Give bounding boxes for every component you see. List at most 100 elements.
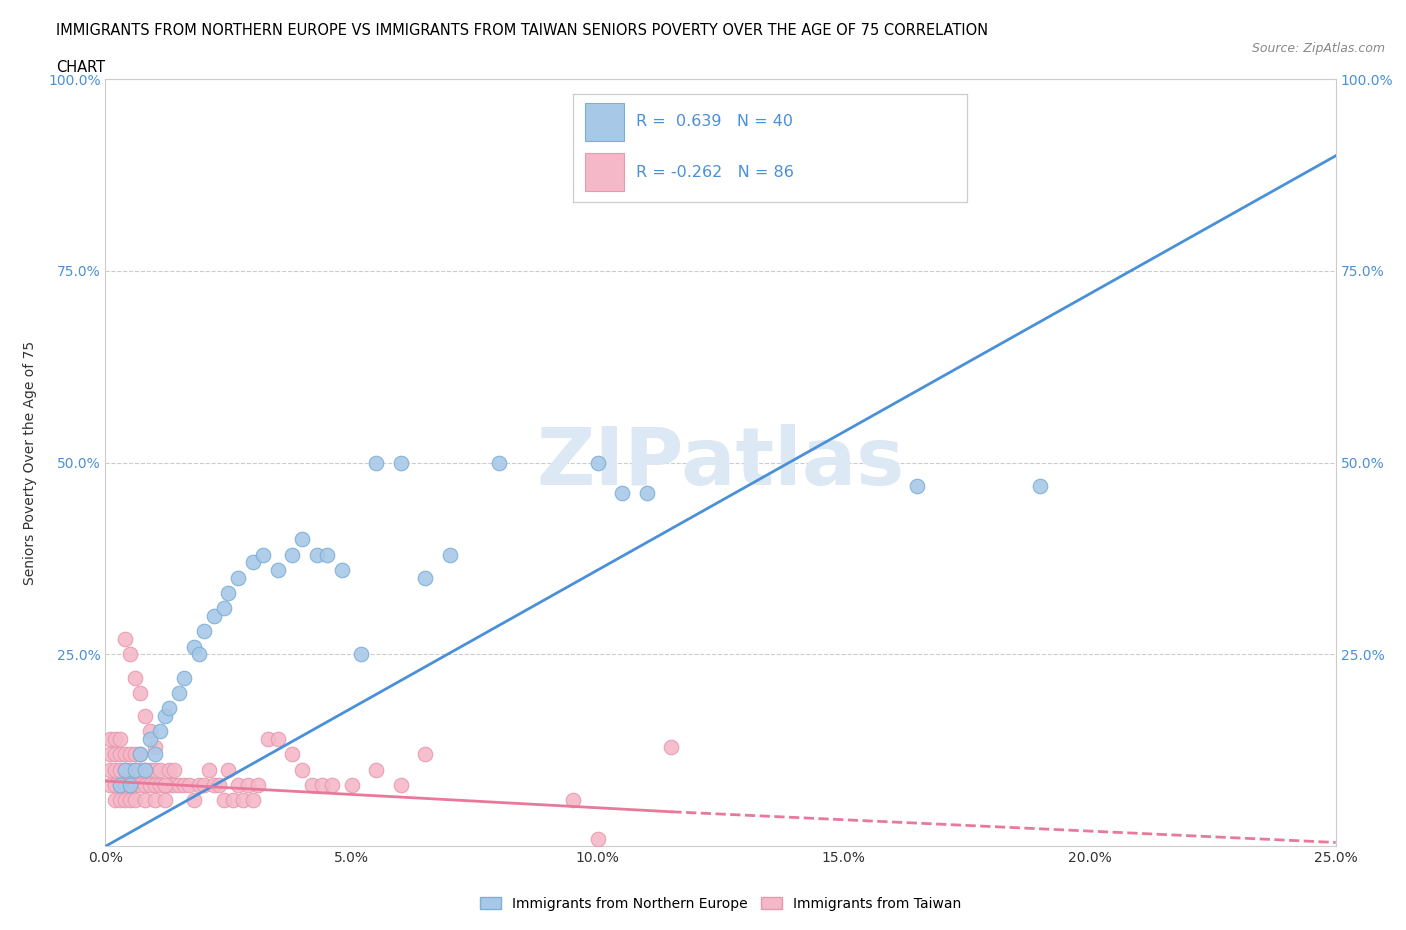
Point: [143, 747, 166, 762]
Point: [340, 777, 363, 792]
Point: [586, 456, 609, 471]
Point: [247, 777, 270, 792]
Point: [907, 478, 929, 493]
Y-axis label: Seniors Poverty Over the Age of 75: Seniors Poverty Over the Age of 75: [22, 340, 37, 585]
Point: [143, 777, 166, 792]
Point: [153, 777, 176, 792]
Point: [311, 777, 333, 792]
Point: [197, 763, 221, 777]
Point: [173, 671, 195, 685]
Point: [366, 456, 388, 471]
Point: [415, 747, 437, 762]
Point: [212, 601, 235, 616]
Point: [98, 731, 122, 746]
Point: [315, 547, 337, 562]
Point: [610, 486, 633, 501]
Point: [110, 731, 132, 746]
Point: [208, 777, 231, 792]
Point: [104, 792, 127, 807]
Point: [104, 763, 127, 777]
Point: [124, 777, 146, 792]
Point: [104, 731, 127, 746]
Point: [129, 685, 152, 700]
Point: [110, 792, 132, 807]
Point: [212, 792, 235, 807]
Point: [120, 647, 141, 662]
Point: [267, 731, 290, 746]
Point: [202, 777, 225, 792]
Point: [120, 777, 141, 792]
Point: [124, 671, 146, 685]
Point: [120, 777, 141, 792]
Point: [193, 777, 215, 792]
Point: [562, 792, 585, 807]
Point: [488, 456, 510, 471]
Point: [301, 777, 323, 792]
Point: [129, 747, 152, 762]
Point: [143, 792, 166, 807]
Point: [124, 747, 146, 762]
Point: [134, 792, 156, 807]
Point: [134, 763, 156, 777]
Point: [114, 777, 136, 792]
Point: [183, 640, 205, 655]
Point: [110, 763, 132, 777]
Point: [321, 777, 343, 792]
Point: [586, 831, 609, 846]
Point: [134, 709, 156, 724]
Point: [188, 647, 211, 662]
Point: [350, 647, 373, 662]
Point: [281, 747, 304, 762]
Point: [222, 792, 245, 807]
Point: [291, 763, 314, 777]
Point: [149, 724, 172, 738]
Point: [1029, 478, 1052, 493]
Point: [138, 731, 162, 746]
Point: [252, 547, 274, 562]
Point: [281, 547, 304, 562]
Point: [291, 532, 314, 547]
Point: [143, 739, 166, 754]
Point: [636, 486, 658, 501]
Point: [159, 701, 180, 716]
Point: [389, 777, 412, 792]
Point: [257, 731, 280, 746]
Point: [236, 777, 260, 792]
Point: [114, 792, 136, 807]
Text: IMMIGRANTS FROM NORTHERN EUROPE VS IMMIGRANTS FROM TAIWAN SENIORS POVERTY OVER T: IMMIGRANTS FROM NORTHERN EUROPE VS IMMIG…: [56, 23, 988, 38]
Point: [173, 777, 195, 792]
Point: [143, 763, 166, 777]
Point: [218, 763, 240, 777]
Point: [169, 685, 191, 700]
Point: [114, 747, 136, 762]
Point: [267, 563, 290, 578]
Point: [110, 777, 132, 792]
Point: [114, 763, 136, 777]
Point: [114, 763, 136, 777]
Point: [183, 792, 205, 807]
Point: [149, 763, 172, 777]
Point: [232, 792, 254, 807]
Point: [218, 586, 240, 601]
Point: [138, 763, 162, 777]
Point: [153, 709, 176, 724]
Point: [661, 739, 683, 754]
Point: [104, 747, 127, 762]
Point: [163, 763, 186, 777]
Point: [228, 570, 250, 585]
Point: [159, 763, 180, 777]
Point: [120, 763, 141, 777]
Point: [415, 570, 437, 585]
Point: [124, 763, 146, 777]
Point: [129, 747, 152, 762]
Point: [98, 747, 122, 762]
Point: [120, 792, 141, 807]
Text: Source: ZipAtlas.com: Source: ZipAtlas.com: [1251, 42, 1385, 55]
Point: [169, 777, 191, 792]
Legend: Immigrants from Northern Europe, Immigrants from Taiwan: Immigrants from Northern Europe, Immigra…: [474, 891, 967, 916]
Point: [110, 747, 132, 762]
Text: ZIPatlas: ZIPatlas: [537, 424, 904, 501]
Point: [153, 792, 176, 807]
Point: [202, 609, 225, 624]
Point: [149, 777, 172, 792]
